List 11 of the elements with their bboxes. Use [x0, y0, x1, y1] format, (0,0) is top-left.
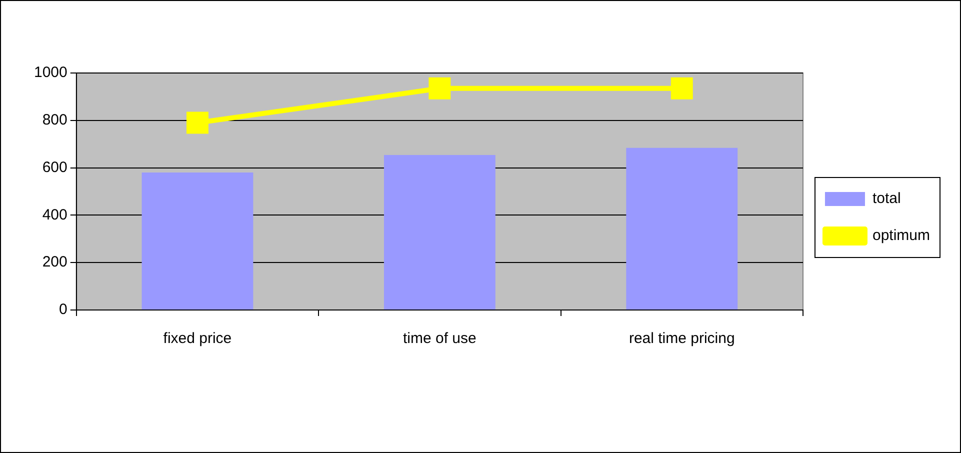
y-tick-label: 600: [42, 158, 68, 176]
legend-label: optimum: [872, 227, 930, 244]
y-tick-label: 200: [42, 254, 68, 271]
y-tick-label: 0: [59, 301, 68, 318]
y-tick-label: 800: [42, 112, 68, 129]
x-tick-label: time of use: [402, 330, 476, 348]
y-tick-label: 400: [42, 206, 68, 224]
y-tick-label: 1000: [34, 64, 68, 82]
x-tick-label: real time pricing: [628, 330, 735, 348]
x-tick-label: fixed price: [163, 330, 232, 348]
legend-label: total: [872, 190, 901, 208]
